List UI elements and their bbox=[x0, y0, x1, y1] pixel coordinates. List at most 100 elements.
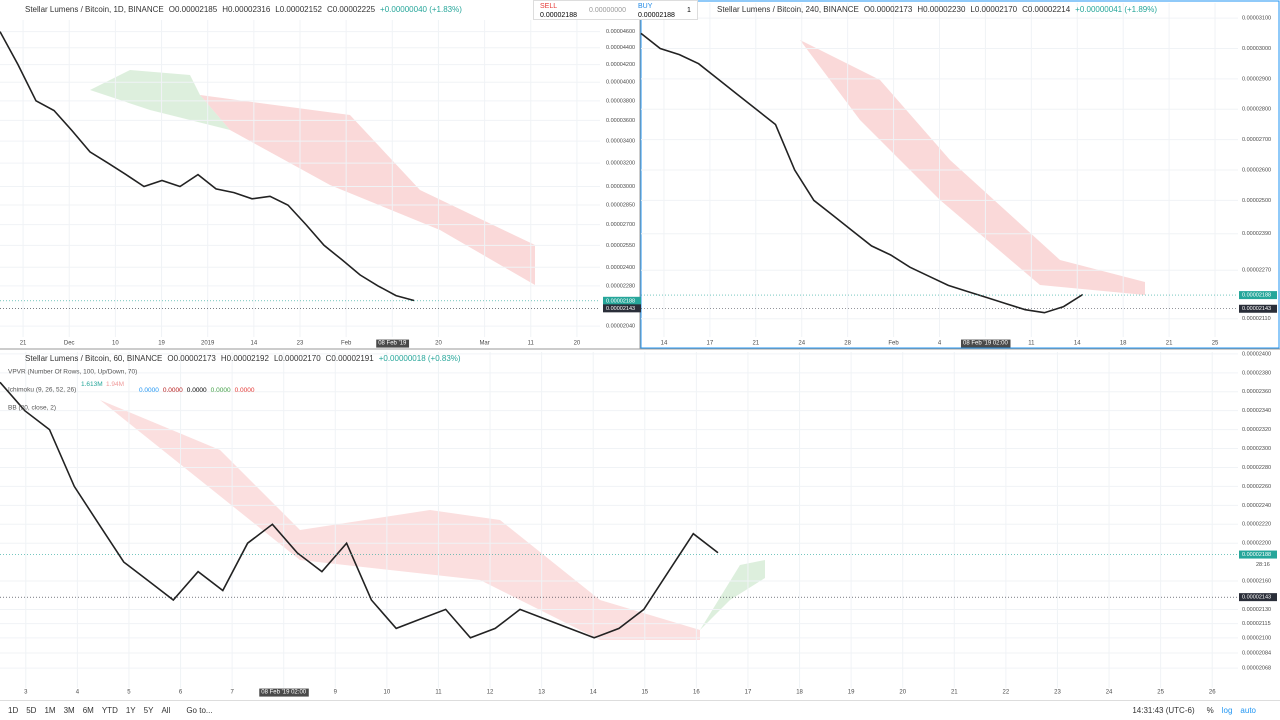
ohlc-value: C0.00002225 bbox=[327, 5, 376, 14]
auto-toggle[interactable]: auto bbox=[1240, 706, 1256, 715]
y-tick-label: 0.00002800 bbox=[1242, 107, 1271, 113]
goto-button[interactable]: Go to... bbox=[186, 706, 213, 715]
range-button[interactable]: 6M bbox=[82, 706, 94, 715]
x-tick-label: 4 bbox=[938, 341, 942, 347]
percent-toggle[interactable]: % bbox=[1206, 706, 1214, 715]
x-tick-label: 17 bbox=[745, 690, 752, 696]
range-button[interactable]: 5D bbox=[26, 706, 37, 715]
quantity[interactable]: 1 bbox=[686, 7, 691, 14]
y-tick-label: 0.00002550 bbox=[606, 243, 635, 249]
range-button[interactable]: 1Y bbox=[125, 706, 136, 715]
crosshair-label-bg bbox=[376, 339, 410, 348]
y-tick-label: 0.00002700 bbox=[1242, 137, 1271, 143]
y-tick-label: 0.00004400 bbox=[606, 45, 635, 51]
x-tick-label: 16 bbox=[693, 690, 700, 696]
x-tick-label: 20 bbox=[899, 690, 906, 696]
y-tick-label: 0.00002280 bbox=[606, 283, 635, 289]
price-tag-label: 0.00002188 bbox=[606, 298, 635, 304]
x-tick-label: 3 bbox=[24, 690, 28, 696]
chart-header: Stellar Lumens / Bitcoin, 1D, BINANCE O0.… bbox=[25, 5, 462, 14]
price-tag-label: 0.00002188 bbox=[1242, 552, 1271, 558]
y-tick-label: 0.00003100 bbox=[1242, 16, 1271, 22]
indicator-legend: Ichimoku (9, 26, 52, 26) bbox=[8, 387, 76, 394]
x-tick-label: Feb bbox=[888, 341, 899, 347]
x-tick-label: Mar bbox=[479, 341, 489, 347]
y-tick-label: 0.00002084 bbox=[1242, 650, 1271, 656]
price-tag-label: 0.00002188 bbox=[1242, 293, 1271, 299]
y-tick-label: 0.00003400 bbox=[606, 139, 635, 145]
x-tick-label: 08 Feb '19 02:00 bbox=[963, 341, 1009, 347]
cloud bbox=[100, 400, 700, 640]
y-tick-label: 0.00002340 bbox=[1242, 408, 1271, 414]
x-tick-label: 21 bbox=[20, 341, 27, 347]
crosshair-label-bg bbox=[259, 688, 309, 697]
spread: 0.00000000 bbox=[588, 7, 626, 14]
x-tick-label: 11 bbox=[528, 341, 535, 347]
indicator-values: 1.613M bbox=[81, 381, 103, 388]
indicator-value: 0.0000 bbox=[139, 387, 159, 394]
clock: 14:31:43 (UTC-6) bbox=[1132, 706, 1195, 715]
indicator-value: 0.0000 bbox=[187, 387, 207, 394]
y-tick-label: 0.00004200 bbox=[606, 62, 635, 68]
y-tick-label: 0.00003800 bbox=[606, 98, 635, 104]
x-tick-label: 21 bbox=[1166, 341, 1173, 347]
x-tick-label: 22 bbox=[1003, 690, 1010, 696]
y-tick-label: 0.00002600 bbox=[1242, 167, 1271, 173]
x-tick-label: 18 bbox=[796, 690, 803, 696]
range-button[interactable]: YTD bbox=[101, 706, 118, 715]
x-tick-label: 14 bbox=[1074, 341, 1081, 347]
price-tag bbox=[603, 304, 641, 313]
x-tick-label: 08 Feb '19 bbox=[378, 341, 407, 347]
x-tick-label: 7 bbox=[230, 690, 234, 696]
x-tick-label: 26 bbox=[1209, 690, 1216, 696]
log-toggle[interactable]: log bbox=[1221, 706, 1233, 715]
x-tick-label: 21 bbox=[752, 341, 759, 347]
y-tick-label: 0.00002270 bbox=[1242, 268, 1271, 274]
y-tick-label: 0.00002360 bbox=[1242, 389, 1271, 395]
range-button[interactable]: 1M bbox=[44, 706, 56, 715]
x-tick-label: 10 bbox=[112, 341, 119, 347]
x-tick-label: 13 bbox=[538, 690, 545, 696]
range-button[interactable]: 3M bbox=[63, 706, 75, 715]
change-value: +0.00000041 (+1.89%) bbox=[1075, 5, 1157, 14]
indicator-value: 0.0000 bbox=[211, 387, 231, 394]
x-tick-label: Dec bbox=[64, 341, 75, 347]
y-tick-label: 0.00002068 bbox=[1242, 666, 1271, 672]
range-button[interactable]: All bbox=[161, 706, 171, 715]
x-tick-label: 5 bbox=[127, 690, 131, 696]
price-tag bbox=[1239, 593, 1277, 602]
x-tick-label: 10 bbox=[384, 690, 391, 696]
buy-button[interactable]: BUY 0.00002188 bbox=[632, 1, 681, 19]
change-value: +0.00000018 (+0.83%) bbox=[379, 354, 461, 363]
symbol-title: Stellar Lumens / Bitcoin, 240, BINANCE bbox=[717, 5, 859, 14]
countdown: 28:16 bbox=[1256, 562, 1270, 568]
x-tick-label: 14 bbox=[661, 341, 668, 347]
ohlc-value: O0.00002173 bbox=[864, 5, 913, 14]
range-button[interactable]: 1D bbox=[8, 706, 19, 715]
range-button[interactable]: 5Y bbox=[143, 706, 154, 715]
ohlc-value: L0.00002170 bbox=[970, 5, 1017, 14]
x-tick-label: 14 bbox=[590, 690, 597, 696]
price-line bbox=[0, 381, 719, 639]
indicator-value: 0.0000 bbox=[235, 387, 255, 394]
y-tick-label: 0.00002130 bbox=[1242, 607, 1271, 613]
x-tick-label: 25 bbox=[1212, 341, 1219, 347]
x-tick-label: 17 bbox=[707, 341, 714, 347]
y-tick-label: 0.00002100 bbox=[1242, 635, 1271, 641]
y-tick-label: 0.00002400 bbox=[1242, 351, 1271, 357]
buy-price: 0.00002188 bbox=[637, 12, 675, 19]
indicator-values: 0.0000 0.0000 0.0000 0.0000 0.0000 bbox=[139, 387, 255, 394]
cloud bbox=[700, 560, 765, 630]
chart-header: Stellar Lumens / Bitcoin, 240, BINANCE O0… bbox=[717, 5, 1157, 14]
x-tick-label: 6 bbox=[179, 690, 183, 696]
sell-button[interactable]: SELL 0.00002188 bbox=[534, 1, 583, 19]
x-tick-label: 24 bbox=[1106, 690, 1113, 696]
buy-label: BUY bbox=[637, 3, 653, 10]
sell-price: 0.00002188 bbox=[540, 12, 577, 19]
indicator-values: 1.94M bbox=[106, 381, 124, 388]
y-tick-label: 0.00002300 bbox=[1242, 446, 1271, 452]
charts: 0.00004600 0.00004400 0.00004200 0.00004000… bbox=[0, 0, 1280, 697]
x-tick-label: 15 bbox=[641, 690, 648, 696]
y-tick-label: 0.00002280 bbox=[1242, 465, 1271, 471]
